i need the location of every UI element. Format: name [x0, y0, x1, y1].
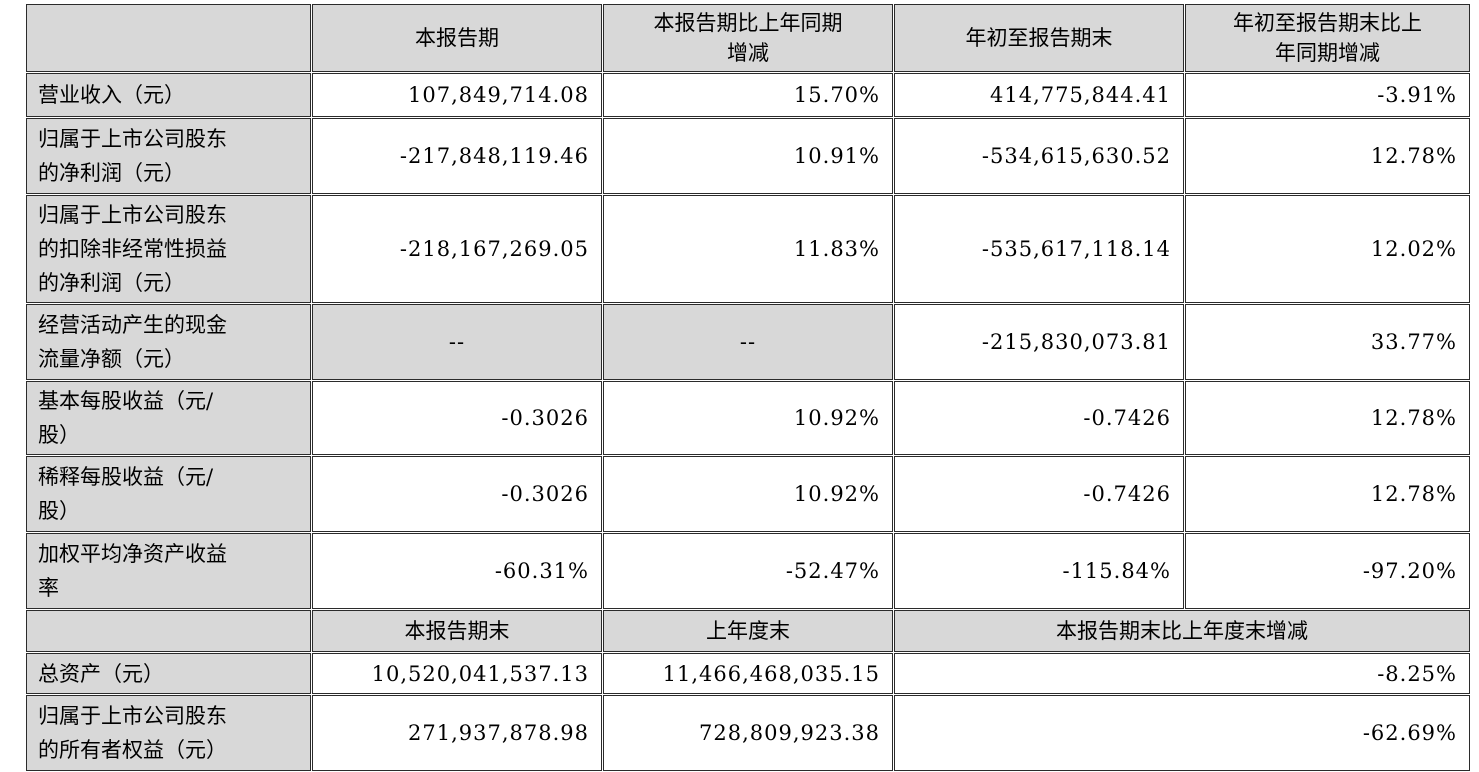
- value-cell: -0.3026: [312, 381, 602, 455]
- not-applicable-cell: --: [603, 304, 893, 380]
- value-cell: 15.70%: [603, 73, 893, 117]
- financial-summary-table: 本报告期 本报告期比上年同期 增减 年初至报告期末 年初至报告期末比上 年同期增…: [25, 3, 1471, 772]
- row-label: 基本每股收益（元/ 股）: [26, 381, 311, 455]
- header-year-to-date-yoy-change: 年初至报告期末比上 年同期增减: [1185, 4, 1470, 72]
- row-label: 加权平均净资产收益 率: [26, 533, 311, 609]
- sub-header-period-end-change: 本报告期末比上年度末增减: [894, 610, 1470, 652]
- change-cell: -62.69%: [894, 695, 1470, 771]
- table-row: 归属于上市公司股东 的所有者权益（元） 271,937,878.98 728,8…: [26, 695, 1470, 771]
- value-cell: 728,809,923.38: [603, 695, 893, 771]
- table-row: 基本每股收益（元/ 股） -0.3026 10.92% -0.7426 12.7…: [26, 381, 1470, 455]
- value-cell: -3.91%: [1185, 73, 1470, 117]
- value-cell: -535,617,118.14: [894, 195, 1184, 303]
- value-cell: -217,848,119.46: [312, 118, 602, 194]
- value-cell: 12.78%: [1185, 381, 1470, 455]
- value-cell: 10.92%: [603, 456, 893, 532]
- value-cell: -0.7426: [894, 456, 1184, 532]
- header-current-period-yoy-change: 本报告期比上年同期 增减: [603, 4, 893, 72]
- value-cell: 11,466,468,035.15: [603, 653, 893, 694]
- table-row: 经营活动产生的现金 流量净额（元） -- -- -215,830,073.81 …: [26, 304, 1470, 380]
- row-label: 总资产（元）: [26, 653, 311, 694]
- table-row: 总资产（元） 10,520,041,537.13 11,466,468,035.…: [26, 653, 1470, 694]
- value-cell: -52.47%: [603, 533, 893, 609]
- page: { "colors": { "cell_fill": "#d8d8d8", "b…: [26, 4, 1470, 771]
- value-cell: 107,849,714.08: [312, 73, 602, 117]
- value-cell: -218,167,269.05: [312, 195, 602, 303]
- value-cell: 12.02%: [1185, 195, 1470, 303]
- value-cell: 11.83%: [603, 195, 893, 303]
- value-cell: -0.7426: [894, 381, 1184, 455]
- value-cell: 12.78%: [1185, 118, 1470, 194]
- row-label: 经营活动产生的现金 流量净额（元）: [26, 304, 311, 380]
- value-cell: 33.77%: [1185, 304, 1470, 380]
- value-cell: -97.20%: [1185, 533, 1470, 609]
- sub-header-empty-cell: [26, 610, 311, 652]
- sub-header-current-period-end: 本报告期末: [312, 610, 602, 652]
- value-cell: 10.92%: [603, 381, 893, 455]
- value-cell: -60.31%: [312, 533, 602, 609]
- value-cell: -534,615,630.52: [894, 118, 1184, 194]
- value-cell: 271,937,878.98: [312, 695, 602, 771]
- header-current-period: 本报告期: [312, 4, 602, 72]
- table-row: 加权平均净资产收益 率 -60.31% -52.47% -115.84% -97…: [26, 533, 1470, 609]
- table-row: 归属于上市公司股东 的净利润（元） -217,848,119.46 10.91%…: [26, 118, 1470, 194]
- row-label: 归属于上市公司股东 的扣除非经常性损益 的净利润（元）: [26, 195, 311, 303]
- sub-header-prior-year-end: 上年度末: [603, 610, 893, 652]
- row-label: 归属于上市公司股东 的所有者权益（元）: [26, 695, 311, 771]
- header-empty-cell: [26, 4, 311, 72]
- table-row: 营业收入（元） 107,849,714.08 15.70% 414,775,84…: [26, 73, 1470, 117]
- header-year-to-date: 年初至报告期末: [894, 4, 1184, 72]
- value-cell: 10,520,041,537.13: [312, 653, 602, 694]
- value-cell: 10.91%: [603, 118, 893, 194]
- value-cell: -115.84%: [894, 533, 1184, 609]
- value-cell: -0.3026: [312, 456, 602, 532]
- not-applicable-cell: --: [312, 304, 602, 380]
- change-cell: -8.25%: [894, 653, 1470, 694]
- table-row: 归属于上市公司股东 的扣除非经常性损益 的净利润（元） -218,167,269…: [26, 195, 1470, 303]
- row-label: 稀释每股收益（元/ 股）: [26, 456, 311, 532]
- value-cell: 414,775,844.41: [894, 73, 1184, 117]
- value-cell: 12.78%: [1185, 456, 1470, 532]
- header-row: 本报告期 本报告期比上年同期 增减 年初至报告期末 年初至报告期末比上 年同期增…: [26, 4, 1470, 72]
- row-label: 归属于上市公司股东 的净利润（元）: [26, 118, 311, 194]
- table-row: 稀释每股收益（元/ 股） -0.3026 10.92% -0.7426 12.7…: [26, 456, 1470, 532]
- row-label: 营业收入（元）: [26, 73, 311, 117]
- sub-header-row: 本报告期末 上年度末 本报告期末比上年度末增减: [26, 610, 1470, 652]
- value-cell: -215,830,073.81: [894, 304, 1184, 380]
